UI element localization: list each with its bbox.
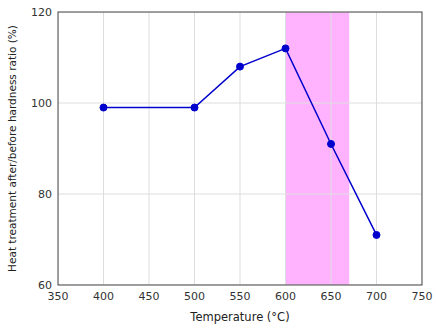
grid-line <box>331 12 332 285</box>
grid-line <box>58 194 422 195</box>
data-point <box>237 63 244 70</box>
chart: 3504004505005506006507007506080100120Tem… <box>0 0 436 331</box>
tick-label: 550 <box>230 290 251 303</box>
tick-label: 60 <box>38 279 52 292</box>
tick-label: 650 <box>321 290 342 303</box>
tick-label: 750 <box>412 290 433 303</box>
data-point <box>328 140 335 147</box>
data-line <box>104 48 377 235</box>
data-point <box>100 104 107 111</box>
grid-line <box>376 12 377 285</box>
y-axis-label: Heat treatment after/before hardness rat… <box>6 25 18 272</box>
grid-line <box>58 103 422 104</box>
tick-label: 450 <box>139 290 160 303</box>
grid-line <box>194 12 195 285</box>
grid-line <box>240 12 241 285</box>
plot-background <box>58 12 422 285</box>
tick-label: 500 <box>184 290 205 303</box>
axes: 3504004505005506006507007506080100120 <box>31 6 433 303</box>
tick-label: 400 <box>93 290 114 303</box>
data-point <box>373 231 380 238</box>
shaded-region <box>286 12 350 285</box>
grid-line <box>103 12 104 285</box>
grid-line <box>149 12 150 285</box>
plot-area <box>58 12 422 285</box>
chart-container: 3504004505005506006507007506080100120Tem… <box>0 0 436 331</box>
tick-label: 600 <box>275 290 296 303</box>
x-axis-label: Temperature (°C) <box>189 310 289 324</box>
tick-label: 100 <box>31 97 52 110</box>
grid-line <box>285 12 286 285</box>
tick-label: 80 <box>38 188 52 201</box>
data-point <box>282 45 289 52</box>
tick-label: 700 <box>366 290 387 303</box>
data-point <box>191 104 198 111</box>
tick-label: 120 <box>31 6 52 19</box>
plot-frame <box>58 12 422 285</box>
